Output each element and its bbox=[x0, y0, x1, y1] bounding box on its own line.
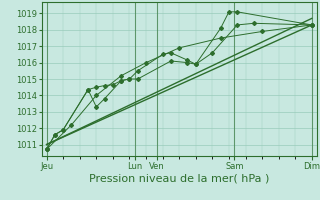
X-axis label: Pression niveau de la mer( hPa ): Pression niveau de la mer( hPa ) bbox=[89, 173, 269, 183]
